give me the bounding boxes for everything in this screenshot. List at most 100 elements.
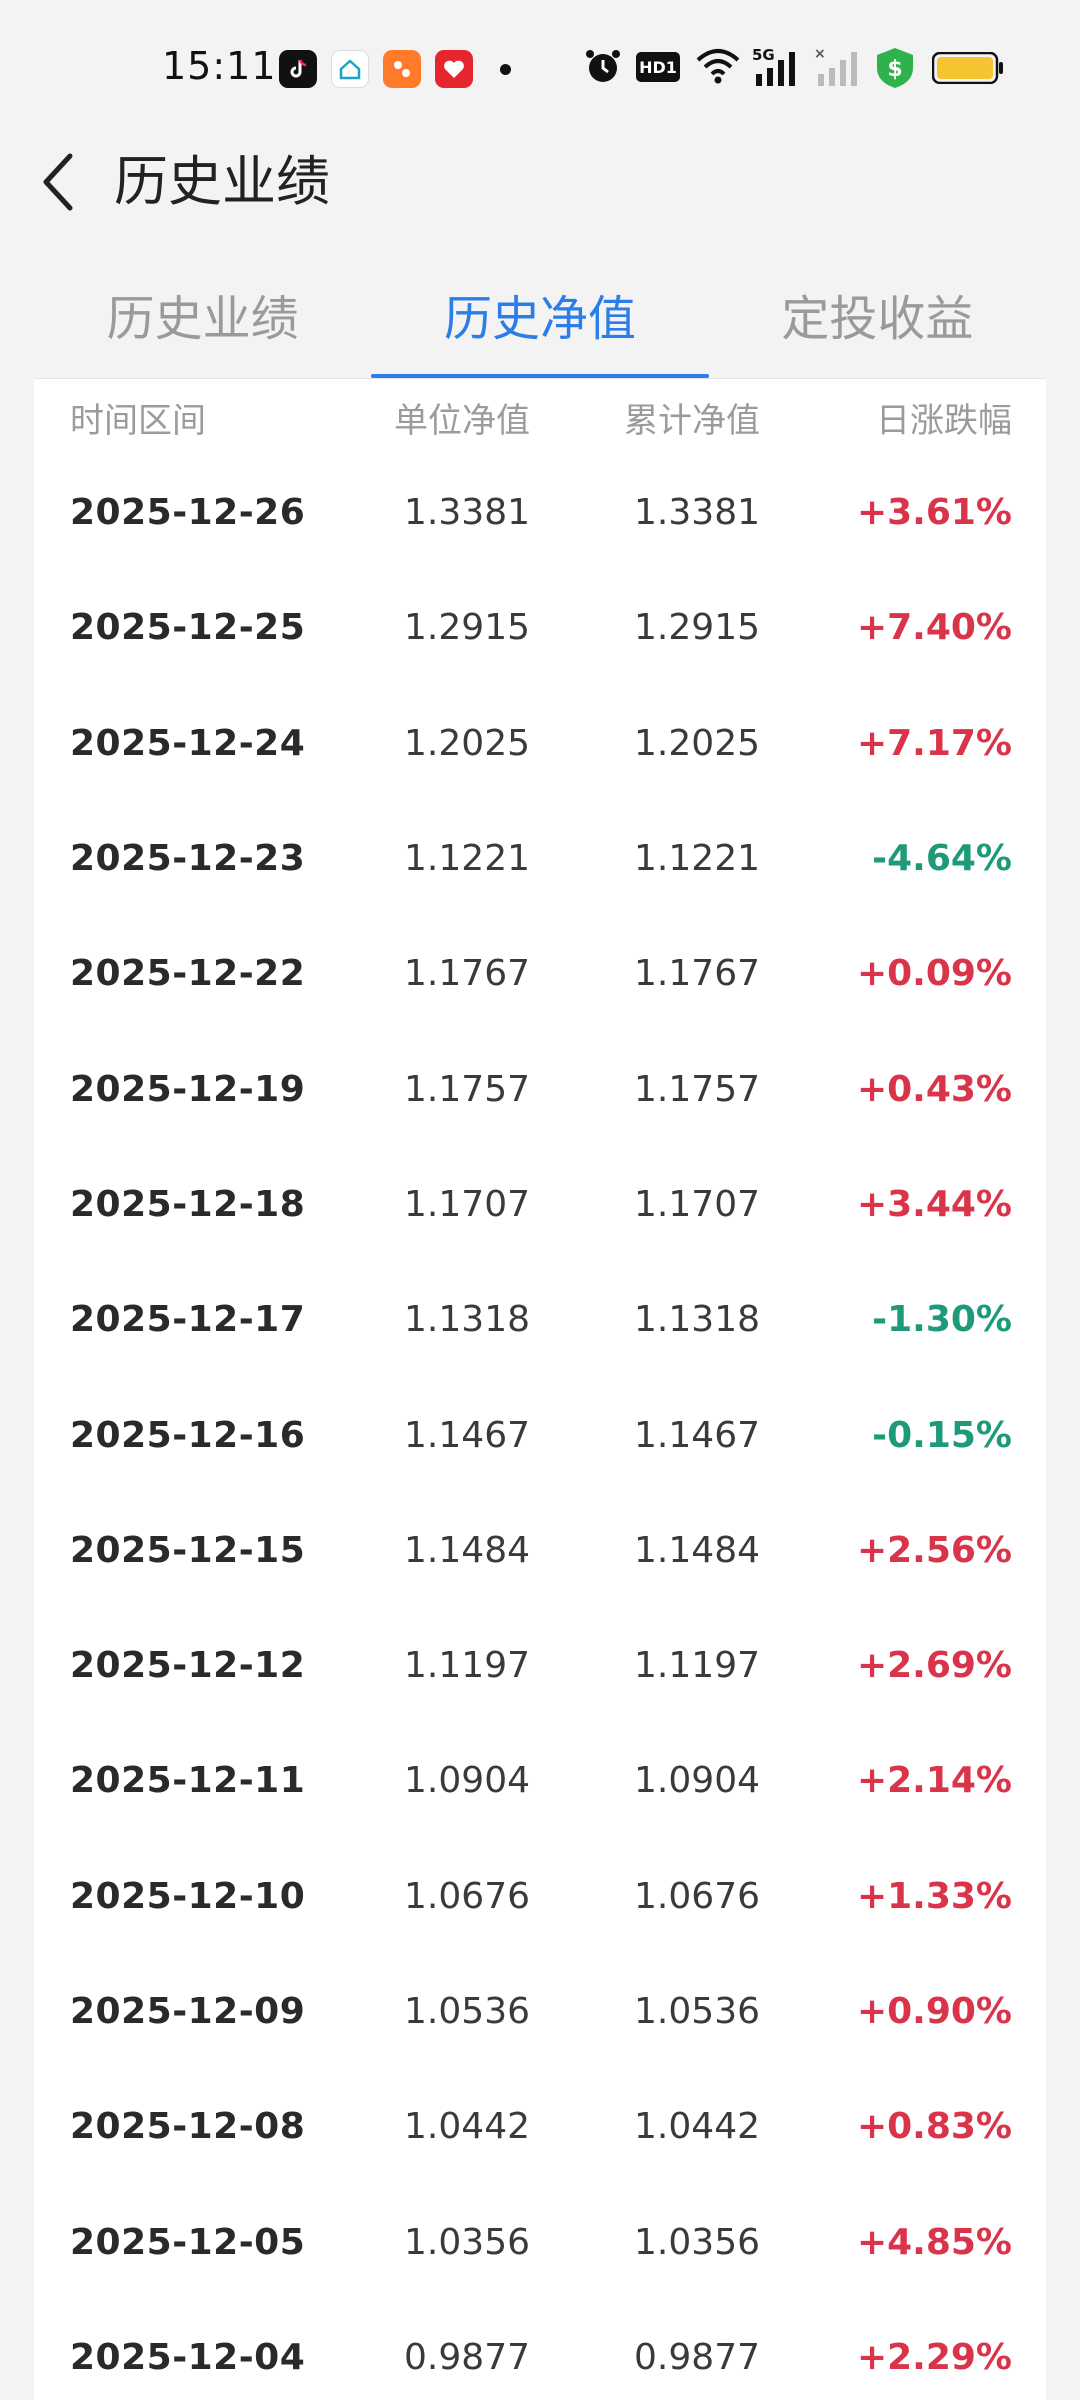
row-daily-change: +3.44% xyxy=(856,1183,1012,1225)
signal-icon: × xyxy=(814,46,860,92)
row-date: 2025-12-26 xyxy=(70,492,306,534)
row-daily-change: -0.15% xyxy=(872,1414,1012,1456)
wifi-icon xyxy=(696,48,740,88)
row-cumulative-nav: 1.0442 xyxy=(634,2106,760,2148)
row-daily-change: +7.17% xyxy=(856,722,1012,764)
row-unit-nav: 1.1318 xyxy=(404,1299,530,1341)
row-daily-change: +0.83% xyxy=(856,2106,1012,2148)
table-row[interactable]: 2025-12-22 1.1767 1.1767 +0.09% xyxy=(34,916,1046,1031)
row-date: 2025-12-24 xyxy=(70,722,306,764)
row-unit-nav: 1.2915 xyxy=(404,607,530,649)
row-date: 2025-12-17 xyxy=(70,1299,306,1341)
tiktok-icon xyxy=(279,50,317,88)
battery-icon xyxy=(931,51,1004,88)
row-unit-nav: 1.1767 xyxy=(404,953,530,995)
table-body: 2025-12-26 1.3381 1.3381 +3.61% 2025-12-25 1.… xyxy=(34,455,1046,2400)
row-daily-change: +2.56% xyxy=(856,1529,1012,1571)
tab-history-performance[interactable]: 历史业绩 xyxy=(34,272,371,378)
heart-app-icon xyxy=(435,50,473,88)
status-time: 15:11 xyxy=(162,44,277,88)
table-row[interactable]: 2025-12-18 1.1707 1.1707 +3.44% xyxy=(34,1147,1046,1262)
row-daily-change: +2.69% xyxy=(856,1645,1012,1687)
row-daily-change: +0.43% xyxy=(856,1068,1012,1110)
row-date: 2025-12-18 xyxy=(70,1183,306,1225)
table-row[interactable]: 2025-12-05 1.0356 1.0356 +4.85% xyxy=(34,2184,1046,2299)
header: 历史业绩 xyxy=(0,140,1080,280)
row-cumulative-nav: 1.2915 xyxy=(634,607,760,649)
row-unit-nav: 1.1467 xyxy=(404,1414,530,1456)
tab-bar: 历史业绩 历史净值 定投收益 xyxy=(34,272,1046,378)
row-daily-change: +1.33% xyxy=(856,1875,1012,1917)
row-daily-change: +4.85% xyxy=(856,2221,1012,2263)
row-date: 2025-12-16 xyxy=(70,1414,306,1456)
active-tab-indicator xyxy=(371,374,709,378)
row-date: 2025-12-10 xyxy=(70,1875,306,1917)
tab-history-nav[interactable]: 历史净值 xyxy=(371,272,709,378)
row-unit-nav: 0.9877 xyxy=(404,2336,530,2378)
tab-label: 定投收益 xyxy=(781,291,974,347)
page-title: 历史业绩 xyxy=(114,150,330,213)
row-unit-nav: 1.0676 xyxy=(404,1875,530,1917)
status-bar: 15:11 HD1 5G × $ xyxy=(0,0,1080,140)
svg-text:HD1: HD1 xyxy=(639,58,677,77)
row-unit-nav: 1.1484 xyxy=(404,1529,530,1571)
row-date: 2025-12-19 xyxy=(70,1068,306,1110)
row-cumulative-nav: 1.3381 xyxy=(634,492,760,534)
table-row[interactable]: 2025-12-08 1.0442 1.0442 +0.83% xyxy=(34,2069,1046,2184)
row-daily-change: +0.90% xyxy=(856,1991,1012,2032)
back-button[interactable] xyxy=(26,142,90,222)
row-daily-change: +0.09% xyxy=(856,953,1012,995)
table-row[interactable]: 2025-12-16 1.1467 1.1467 -0.15% xyxy=(34,1377,1046,1492)
row-unit-nav: 1.3381 xyxy=(404,492,530,534)
row-unit-nav: 1.0356 xyxy=(404,2221,530,2263)
table-row[interactable]: 2025-12-10 1.0676 1.0676 +1.33% xyxy=(34,1839,1046,1954)
table-row[interactable]: 2025-12-15 1.1484 1.1484 +2.56% xyxy=(34,1493,1046,1608)
table-row[interactable]: 2025-12-26 1.3381 1.3381 +3.61% xyxy=(34,455,1046,570)
row-date: 2025-12-12 xyxy=(70,1645,306,1687)
row-daily-change: +7.40% xyxy=(856,607,1012,649)
row-cumulative-nav: 1.2025 xyxy=(634,722,760,764)
table-header: 时间区间 单位净值 累计净值 日涨跌幅 xyxy=(34,379,1046,455)
row-unit-nav: 1.1757 xyxy=(404,1068,530,1110)
row-date: 2025-12-05 xyxy=(70,2221,306,2263)
table-row[interactable]: 2025-12-12 1.1197 1.1197 +2.69% xyxy=(34,1608,1046,1723)
chevron-left-icon xyxy=(43,153,73,211)
row-cumulative-nav: 1.0356 xyxy=(634,2221,760,2263)
svg-text:×: × xyxy=(814,46,826,62)
column-header-daily-change: 日涨跌幅 xyxy=(876,400,1012,441)
tab-label: 历史净值 xyxy=(443,291,636,347)
row-unit-nav: 1.0442 xyxy=(404,2106,530,2148)
row-unit-nav: 1.2025 xyxy=(404,722,530,764)
shopping-app-icon xyxy=(383,50,421,88)
row-cumulative-nav: 1.1757 xyxy=(634,1068,760,1110)
tab-label: 历史业绩 xyxy=(106,291,299,347)
table-row[interactable]: 2025-12-25 1.2915 1.2915 +7.40% xyxy=(34,570,1046,685)
row-date: 2025-12-11 xyxy=(70,1760,306,1802)
column-header-unit-nav: 单位净值 xyxy=(394,400,530,441)
table-row[interactable]: 2025-12-17 1.1318 1.1318 -1.30% xyxy=(34,1262,1046,1377)
row-daily-change: +2.14% xyxy=(856,1760,1012,1802)
table-row[interactable]: 2025-12-24 1.2025 1.2025 +7.17% xyxy=(34,686,1046,801)
row-date: 2025-12-23 xyxy=(70,838,306,880)
row-unit-nav: 1.0536 xyxy=(404,1991,530,2032)
table-row[interactable]: 2025-12-11 1.0904 1.0904 +2.14% xyxy=(34,1723,1046,1838)
tab-investment-returns[interactable]: 定投收益 xyxy=(709,272,1046,378)
row-cumulative-nav: 1.0536 xyxy=(634,1991,760,2032)
table-row[interactable]: 2025-12-23 1.1221 1.1221 -4.64% xyxy=(34,801,1046,916)
row-unit-nav: 1.1707 xyxy=(404,1183,530,1225)
row-unit-nav: 1.0904 xyxy=(404,1760,530,1802)
column-header-date: 时间区间 xyxy=(70,400,206,441)
svg-text:$: $ xyxy=(887,57,902,82)
table-row[interactable]: 2025-12-04 0.9877 0.9877 +2.29% xyxy=(34,2300,1046,2400)
row-cumulative-nav: 1.1197 xyxy=(634,1645,760,1687)
row-cumulative-nav: 1.1318 xyxy=(634,1299,760,1341)
row-cumulative-nav: 1.0904 xyxy=(634,1760,760,1802)
row-daily-change: +3.61% xyxy=(856,492,1012,534)
signal-5g-icon: 5G xyxy=(752,46,802,92)
table-row[interactable]: 2025-12-09 1.0536 1.0536 +0.90% xyxy=(34,1954,1046,2069)
row-date: 2025-12-22 xyxy=(70,953,306,995)
table-row[interactable]: 2025-12-19 1.1757 1.1757 +0.43% xyxy=(34,1031,1046,1146)
hd-icon: HD1 xyxy=(636,52,680,86)
security-shield-icon: $ xyxy=(874,46,916,94)
row-date: 2025-12-15 xyxy=(70,1529,306,1571)
